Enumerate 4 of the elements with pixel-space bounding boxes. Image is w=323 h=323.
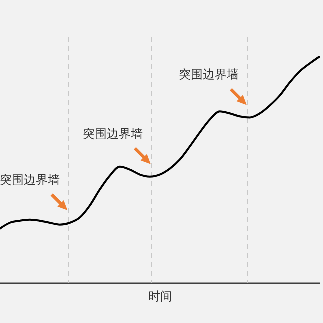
annotation: 突围边界墙 [179,68,239,82]
annotation: 突围边界墙 [83,126,143,141]
x-axis-title: 时间 [148,290,172,304]
annotation: 突围边界墙 [0,172,60,187]
